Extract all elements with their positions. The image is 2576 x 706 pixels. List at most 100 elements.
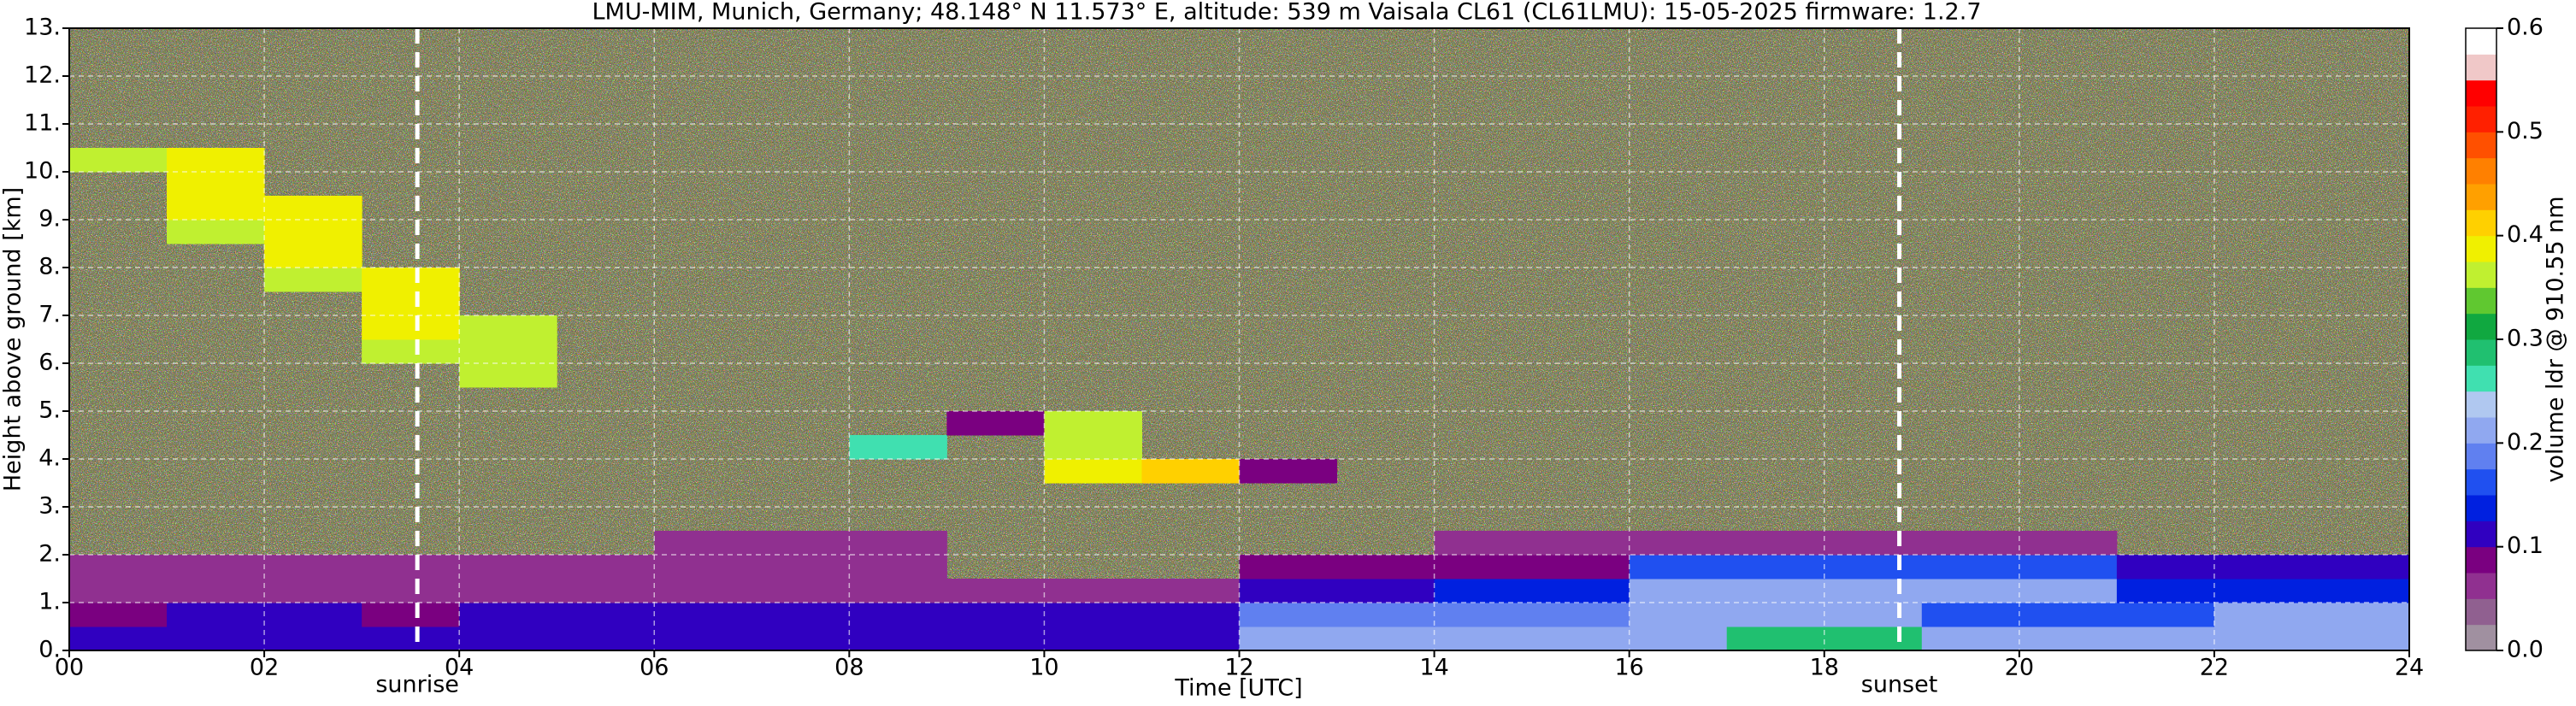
colorbar-tick-label: 0.3 <box>2507 326 2544 352</box>
colorbar-label: volume ldr @ 910.55 nm <box>2543 197 2569 483</box>
heatmap-cell <box>1629 555 1728 580</box>
heatmap-cell <box>1921 627 2020 651</box>
y-tick-label: 8. <box>38 254 61 280</box>
heatmap-cell <box>2019 627 2118 651</box>
heatmap-cell <box>752 579 850 603</box>
colorbar-band <box>2466 157 2496 185</box>
heatmap-cell <box>1921 603 2020 627</box>
y-tick-label: 11. <box>24 110 61 137</box>
y-tick-label: 10. <box>24 158 61 185</box>
heatmap-cell <box>1629 603 1728 627</box>
heatmap-cell <box>654 579 752 603</box>
heatmap-cell <box>459 339 557 364</box>
colorbar-band <box>2466 106 2496 132</box>
heatmap-cell <box>849 435 947 460</box>
heatmap-cell <box>1726 627 1825 651</box>
x-tick-label: 10 <box>1029 655 1058 681</box>
y-tick-label: 1. <box>38 589 61 615</box>
heatmap-cell <box>167 555 265 580</box>
heatmap-cell <box>2311 627 2410 651</box>
heatmap-cell <box>264 268 363 292</box>
heatmap-cell <box>264 244 363 268</box>
heatmap-cell <box>2213 555 2313 580</box>
heatmap-cell <box>849 603 947 627</box>
heatmap-cell <box>1434 531 1533 556</box>
heatmap-cell <box>1239 579 1338 603</box>
x-tick-label: 18 <box>1810 655 1839 681</box>
colorbar-band <box>2466 468 2496 496</box>
heatmap-cell <box>1141 459 1240 484</box>
heatmap-cell <box>1336 555 1435 580</box>
heatmap-cell <box>167 196 265 221</box>
heatmap-cell <box>459 627 557 651</box>
x-axis-label: Time [UTC] <box>1174 675 1302 702</box>
x-tick-label: 24 <box>2395 655 2424 681</box>
colorbar-band <box>2466 313 2496 340</box>
heatmap-cell <box>1044 435 1142 460</box>
heatmap-cell <box>167 579 265 603</box>
colorbar-band <box>2466 443 2496 470</box>
heatmap-cell <box>264 579 363 603</box>
heatmap-cell <box>167 627 265 651</box>
heatmap-cell <box>2213 603 2313 627</box>
heatmap-cell <box>69 603 168 627</box>
heatmap-cell <box>849 531 947 556</box>
y-tick-label: 13. <box>24 15 61 41</box>
heatmap-cell <box>557 603 655 627</box>
heatmap-cell <box>2213 627 2313 651</box>
y-tick-label: 7. <box>38 302 61 328</box>
heatmap-cell <box>1531 579 1630 603</box>
heatmap-cell <box>849 627 947 651</box>
heatmap-cell <box>69 627 168 651</box>
heatmap-cell <box>849 555 947 580</box>
heatmap-cell <box>654 555 752 580</box>
heatmap-cell <box>1726 579 1825 603</box>
y-tick-label: 3. <box>38 493 61 520</box>
heatmap-cell <box>459 555 557 580</box>
colorbar-band <box>2466 495 2496 521</box>
heatmap-cell <box>459 579 557 603</box>
x-tick-label: 14 <box>1419 655 1448 681</box>
heatmap-cell <box>1044 459 1142 484</box>
heatmap-cell <box>362 627 460 651</box>
colorbar-band <box>2466 339 2496 366</box>
heatmap-cell <box>1921 555 2020 580</box>
colorbar-tick-label: 0.4 <box>2507 221 2544 248</box>
x-tick-label: 04 <box>445 655 474 681</box>
heatmap-cell <box>264 603 363 627</box>
y-axis-label: Height above ground [km] <box>0 187 27 491</box>
heatmap-cell <box>1824 531 1923 556</box>
x-tick-label: 00 <box>55 655 84 681</box>
colorbar-band <box>2466 262 2496 288</box>
heatmap-cell <box>752 603 850 627</box>
heatmap-cell <box>1239 603 1338 627</box>
colorbar-band <box>2466 209 2496 237</box>
heatmap-cell <box>1434 627 1533 651</box>
heatmap-cell <box>362 339 460 364</box>
heatmap-cell <box>167 603 265 627</box>
heatmap-cell <box>1239 459 1338 484</box>
colorbar-band <box>2466 598 2496 626</box>
y-tick-label: 0. <box>38 637 61 663</box>
colorbar-band <box>2466 365 2496 392</box>
heatmap-cell <box>752 531 850 556</box>
heatmap-cell <box>1336 603 1435 627</box>
chart-title: LMU-MIM, Munich, Germany; 48.148° N 11.5… <box>592 0 1981 26</box>
x-tick-label: 16 <box>1614 655 1643 681</box>
colorbar-band <box>2466 546 2496 574</box>
heatmap-cell <box>1824 555 1923 580</box>
heatmap-cell <box>1141 603 1240 627</box>
heatmap-cell <box>946 627 1045 651</box>
heatmap-cell <box>849 579 947 603</box>
heatmap-cell <box>1629 627 1728 651</box>
colorbar-band <box>2466 391 2496 418</box>
heatmap-cell <box>1239 627 1338 651</box>
heatmap-cell <box>362 603 460 627</box>
heatmap-cell <box>1434 579 1533 603</box>
colorbar-tick-label: 0.2 <box>2507 429 2544 456</box>
heatmap-cell <box>2116 603 2215 627</box>
colorbar-tick-label: 0.6 <box>2507 15 2544 41</box>
heatmap-cell <box>167 148 265 173</box>
y-tick-label: 4. <box>38 445 61 472</box>
